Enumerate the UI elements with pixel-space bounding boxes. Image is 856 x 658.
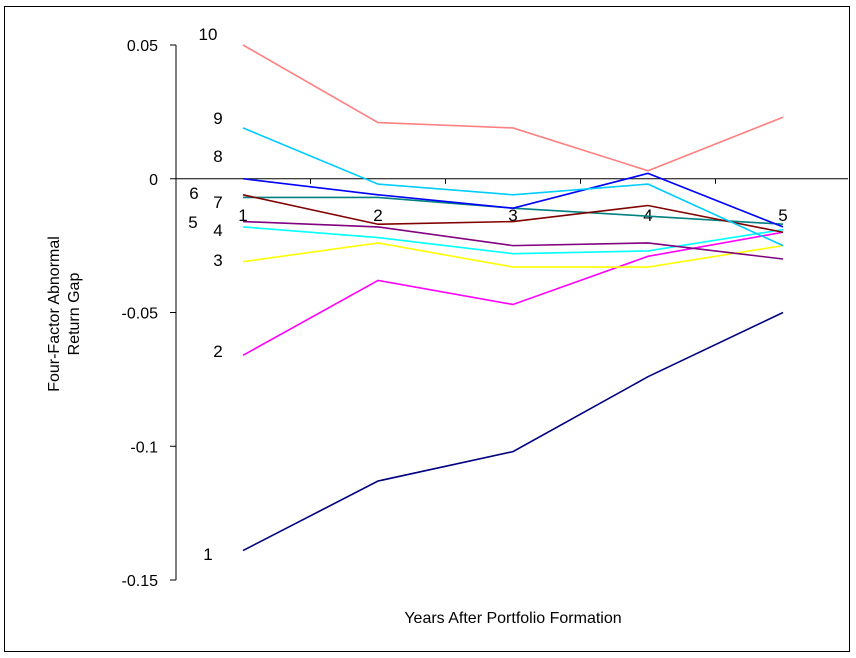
y-axis-title-line-1: Four-Factor Abnormal [46,236,63,392]
series-line-8 [242,172,784,228]
series-label-5: 5 [188,213,197,232]
series-label-1: 1 [203,545,212,564]
y-tick-label: -0.15 [122,573,159,590]
series-label-6: 6 [189,184,198,203]
series-label-10: 10 [199,25,218,44]
y-tick-label: 0.05 [127,38,158,55]
x-tick-label: 2 [373,206,382,225]
series-line-10 [242,44,784,172]
series-label-7: 7 [213,193,222,212]
series-line-3 [242,242,784,268]
series-label-3: 3 [213,251,222,270]
series-label-4: 4 [213,221,222,240]
series-line-4 [242,226,784,255]
x-ticks: 1 2 3 4 5 [238,178,788,225]
y-tick-label: 0 [149,172,158,189]
axes [175,45,848,580]
x-tick-label: 4 [643,206,652,225]
x-tick-label: 1 [238,206,247,225]
x-tick-label: 5 [778,206,787,225]
x-tick-label: 3 [508,206,517,225]
y-axis-title: Four-Factor Abnormal Return Gap [46,236,83,392]
y-tick-label: -0.05 [122,306,159,323]
series-label-9: 9 [213,109,222,128]
series-line-9 [242,127,784,247]
series-line-5 [242,220,784,260]
y-tick-label: -0.1 [130,439,158,456]
y-ticks: 0.05 0 -0.05 -0.1 -0.15 [122,38,176,590]
series-line-7 [242,194,784,234]
series-line-1 [242,311,784,552]
series-lines [242,44,784,552]
series-label-2: 2 [213,342,222,361]
chart-frame [4,6,850,652]
series-label-8: 8 [213,147,222,166]
x-axis-title: Years After Portfolio Formation [404,610,621,627]
y-axis-title-line-2: Return Gap [66,273,83,356]
